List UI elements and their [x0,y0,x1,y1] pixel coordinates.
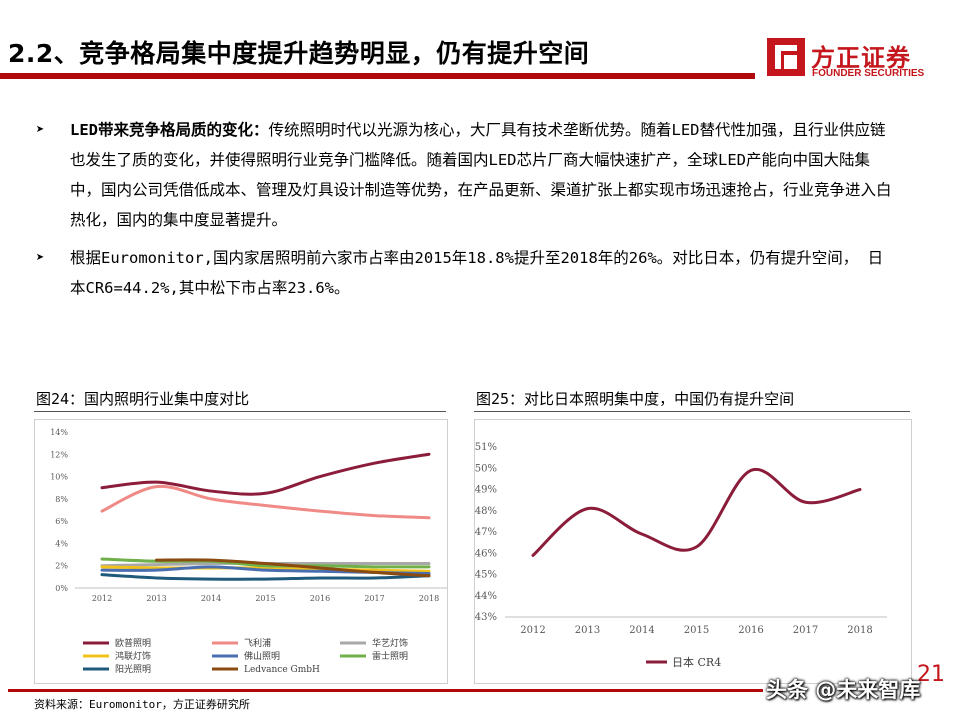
y-tick-label: 47% [475,527,497,538]
founder-logo-icon [767,38,805,76]
legend-label: 日本 CR4 [672,655,721,669]
x-tick-label: 2013 [146,594,166,603]
logo-name-cn: 方正证券 [811,44,911,72]
x-tick-label: 2016 [310,594,330,603]
x-tick-label: 2013 [575,625,600,636]
legend-label: 雷士照明 [372,650,408,662]
y-tick-label: 50% [475,463,497,474]
bullet-item: ➤ 根据Euromonitor,国内家居照明前六家市占率由2015年18.8%提… [36,243,896,303]
company-logo: 方正证券 FOUNDER SECURITIES [767,38,957,83]
y-tick-label: 48% [475,506,497,517]
figure24-title: 图24：国内照明行业集中度对比 [36,390,250,408]
y-tick-label: 14% [50,428,68,437]
bullet-list: ➤ LED带来竞争格局质的变化：传统照明时代以光源为核心，大厂具有技术垄断优势。… [36,115,896,311]
x-tick-label: 2012 [520,625,545,636]
series-line [531,467,862,557]
legend-label: 欧普照明 [115,637,151,649]
y-tick-label: 0% [55,584,68,593]
x-tick-label: 2018 [419,594,439,603]
y-tick-label: 44% [475,591,497,602]
legend-label: 佛山照明 [244,650,280,662]
y-tick-label: 10% [50,473,68,482]
series-line [100,452,431,496]
legend-label: 阳光照明 [115,663,151,675]
legend-label: 鸿联灯饰 [115,650,151,662]
y-tick-label: 45% [475,570,497,581]
y-tick-label: 49% [475,485,497,496]
figure25-divider [474,411,910,412]
chart24: 0% 2% 4% 6% 8% 10% 12% 14% 2012 2013 2014 2015 2016 2… [50,428,447,675]
header-divider [0,73,755,79]
bullet-heading: LED带来竞争格局质的变化： [70,121,269,139]
y-tick-label: 6% [55,517,68,526]
arrow-bullet-icon: ➤ [36,250,45,266]
y-tick-label: 51% [475,442,497,453]
watermark: 头条 @未来智库 [766,678,921,702]
series-line [100,565,431,573]
y-tick-label: 12% [50,450,68,459]
x-tick-label: 2016 [738,625,763,636]
x-tick-label: 2012 [92,594,112,603]
chart24-frame: 0% 2% 4% 6% 8% 10% 12% 14% 2012 2013 2014 2015 2016 2… [34,419,448,684]
chart25-frame: 43% 44% 45% 46% 47% 48% 49% 50% 51% 2012 2013 2014 2… [474,419,912,684]
y-tick-label: 43% [475,612,497,623]
figure24-divider [34,411,446,412]
bullet-text: 传统照明时代以光源为核心，大厂具有技术垄断优势。随着LED替代性加强，且行业供应… [70,121,892,229]
series-line [155,558,431,578]
x-tick-label: 2014 [201,594,221,603]
x-tick-label: 2015 [255,594,275,603]
x-tick-label: 2015 [684,625,709,636]
logo-name-en: FOUNDER SECURITIES [812,68,925,79]
bullet-item: ➤ LED带来竞争格局质的变化：传统照明时代以光源为核心，大厂具有技术垄断优势。… [36,115,896,235]
series-line [100,484,431,520]
chart25: 43% 44% 45% 46% 47% 48% 49% 50% 51% 2012 2013 2014 2… [475,442,887,669]
x-tick-label: 2018 [847,625,872,636]
legend-label: 华艺灯饰 [372,637,408,649]
bullet-text: 根据Euromonitor,国内家居照明前六家市占率由2015年18.8%提升至… [70,249,884,297]
y-tick-label: 4% [55,539,68,548]
page-title: 2.2、竞争格局集中度提升趋势明显，仍有提升空间 [8,39,590,68]
legend-label: Ledvance GmbH [244,665,320,675]
figure25-title: 图25：对比日本照明集中度，中国仍有提升空间 [476,390,795,408]
x-tick-label: 2017 [364,594,384,603]
footer-divider [8,689,763,692]
y-tick-label: 2% [55,562,68,571]
legend-label: 飞利浦 [244,637,271,649]
x-tick-label: 2017 [793,625,818,636]
x-tick-label: 2014 [629,625,654,636]
page-number: 21 [917,662,945,687]
series-line [100,573,431,581]
source-note: 资料来源：Euromonitor，方正证券研究所 [34,698,250,711]
y-tick-label: 8% [55,495,68,504]
arrow-bullet-icon: ➤ [36,122,45,138]
y-tick-label: 46% [475,548,497,559]
